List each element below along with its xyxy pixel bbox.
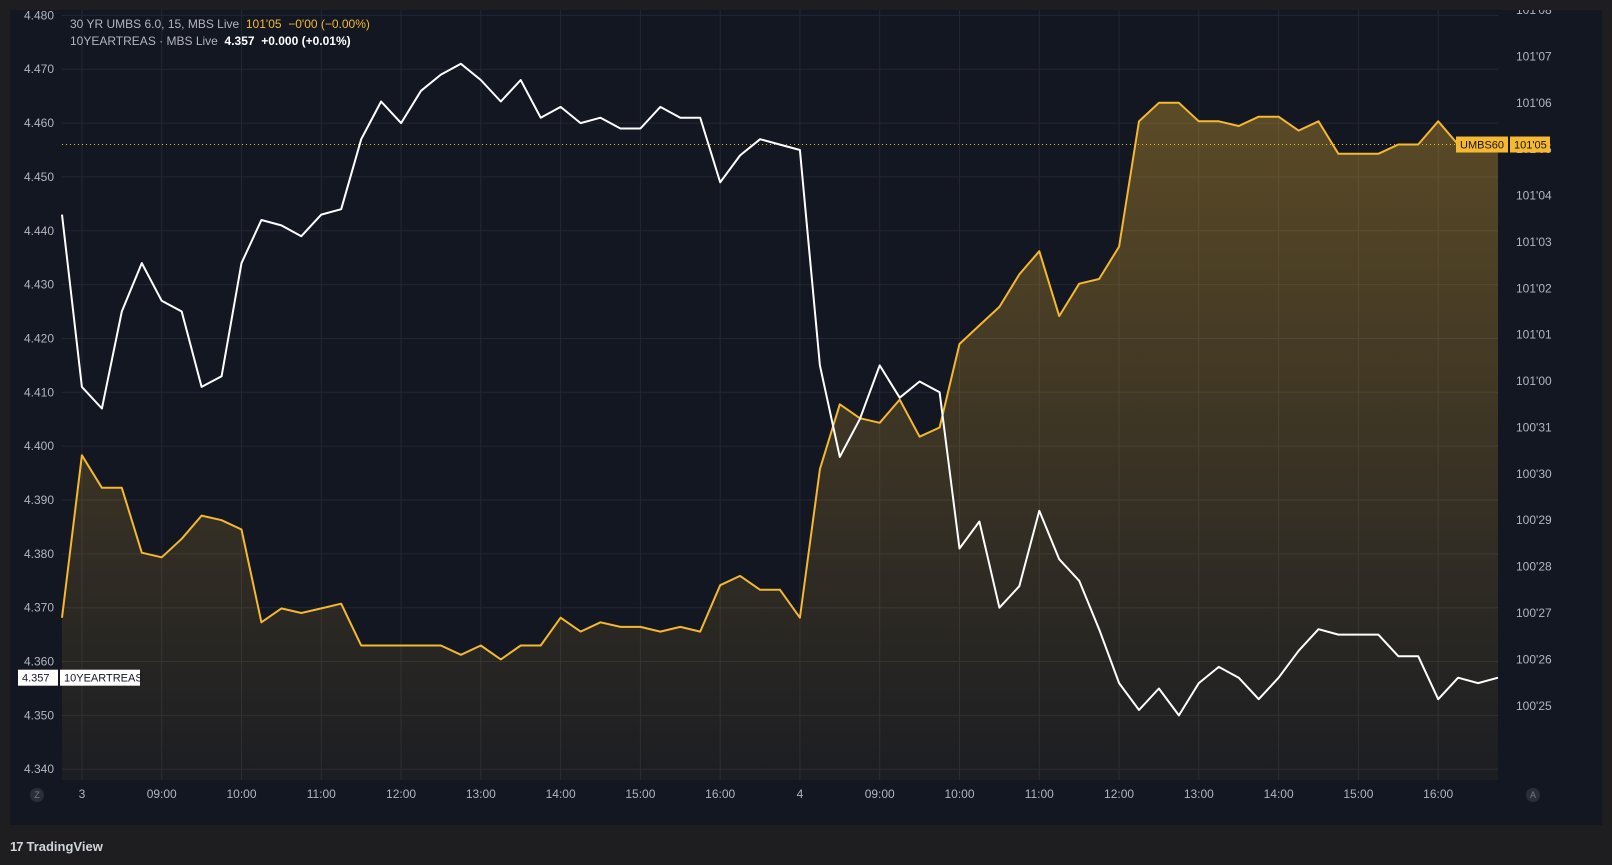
left-tick-label: 4.460 (24, 116, 54, 130)
umbs-price-label: 101'05 (1514, 140, 1547, 152)
right-tick-label: 101'03 (1516, 235, 1552, 249)
legend-umbs-change: −0'00 (−0.00%) (288, 17, 370, 31)
right-tick-label: 101'01 (1516, 328, 1552, 342)
x-tick-label: 14:00 (1264, 787, 1294, 801)
price-labels: UMBS60 101'05 4.357 10YEARTREAS (18, 136, 1550, 686)
legend-row-treasury[interactable]: 10YEARTREAS · MBS Live 4.357 +0.000 (+0.… (70, 33, 370, 50)
legend: 30 YR UMBS 6.0, 15, MBS Live 101'05 −0'0… (70, 16, 370, 50)
right-tick-label: 101'08 (1516, 10, 1552, 17)
right-tick-label: 101'06 (1516, 96, 1552, 110)
treasury-series-label: 10YEARTREAS (64, 673, 143, 685)
x-tick-label: 15:00 (625, 787, 655, 801)
umbs-area (62, 102, 1498, 781)
x-tick-label: 15:00 (1343, 787, 1373, 801)
x-tick-label: 16:00 (1423, 787, 1453, 801)
left-axis[interactable]: 4.480 4.470 4.460 4.450 4.440 4.430 4.420 4.410… (24, 10, 54, 776)
x-tick-label: 13:00 (1184, 787, 1214, 801)
left-tick-label: 4.360 (24, 655, 54, 669)
left-tick-label: 4.410 (24, 385, 54, 399)
x-tick-label: 11:00 (307, 787, 336, 801)
timezone-button[interactable]: Z (30, 788, 44, 802)
treasury-line[interactable] (61, 62, 1499, 717)
left-tick-label: 4.470 (24, 62, 54, 76)
right-tick-label: 100'28 (1516, 560, 1552, 574)
area-fills (62, 102, 1498, 781)
right-tick-label: 101'07 (1516, 49, 1552, 63)
treasury-price-box (18, 669, 58, 686)
left-tick-label: 4.430 (24, 278, 54, 292)
x-tick-label: 09:00 (865, 787, 895, 801)
right-tick-label: 101'04 (1516, 189, 1552, 203)
brand-name: TradingView (26, 839, 103, 854)
right-tick-label: 100'27 (1516, 606, 1552, 620)
left-tick-label: 4.340 (24, 762, 54, 776)
x-tick-label: 4 (797, 787, 804, 801)
chart-area[interactable]: 4.480 4.470 4.460 4.450 4.440 4.430 4.420 4.410… (10, 10, 1602, 825)
legend-treasury-symbol: 10YEARTREAS · MBS Live (70, 34, 218, 48)
x-tick-label: 10:00 (226, 787, 256, 801)
umbs-series-label: UMBS60 (1460, 140, 1504, 152)
right-tick-label: 100'31 (1516, 420, 1552, 434)
right-tick-label: 100'29 (1516, 513, 1552, 527)
footer: 17 TradingView (0, 825, 1612, 865)
series-lines (61, 62, 1499, 717)
x-tick-label: 12:00 (386, 787, 416, 801)
right-axis[interactable]: 101'08 101'07 101'06 101'05 101'04 101'03 101'… (1516, 10, 1552, 713)
umbs-label-box (1456, 136, 1508, 153)
x-tick-label: 16:00 (705, 787, 735, 801)
tradingview-logo[interactable]: 17 TradingView (10, 839, 103, 854)
left-tick-label: 4.450 (24, 170, 54, 184)
left-tick-label: 4.390 (24, 493, 54, 507)
left-tick-label: 4.480 (24, 10, 54, 22)
treasury-price-label: 4.357 (22, 673, 50, 685)
umbs-line[interactable] (61, 101, 1498, 661)
left-tick-label: 4.370 (24, 601, 54, 615)
tradingview-logo-icon: 17 (10, 839, 24, 854)
right-tick-label: 100'25 (1516, 699, 1552, 713)
treasury-label-box (60, 669, 140, 686)
legend-row-umbs[interactable]: 30 YR UMBS 6.0, 15, MBS Live 101'05 −0'0… (70, 16, 370, 33)
right-tick-label: 101'00 (1516, 374, 1552, 388)
left-tick-label: 4.400 (24, 439, 54, 453)
x-tick-label: 13:00 (466, 787, 496, 801)
chart-svg[interactable]: 4.480 4.470 4.460 4.450 4.440 4.430 4.420 4.410… (10, 10, 1602, 825)
x-tick-label: 14:00 (546, 787, 576, 801)
right-tick-label: 101'02 (1516, 281, 1552, 295)
legend-umbs-symbol: 30 YR UMBS 6.0, 15, MBS Live (70, 17, 240, 31)
x-tick-label: 11:00 (1025, 787, 1054, 801)
legend-umbs-value: 101'05 (245, 17, 282, 31)
right-tick-label: 100'30 (1516, 467, 1552, 481)
right-tick-label: 100'26 (1516, 652, 1552, 666)
left-tick-label: 4.350 (24, 708, 54, 722)
left-tick-label: 4.440 (24, 224, 54, 238)
x-tick-label: 09:00 (147, 787, 177, 801)
umbs-price-box (1510, 136, 1550, 153)
legend-treasury-change: +0.000 (+0.01%) (261, 34, 351, 48)
legend-treasury-value: 4.357 (224, 34, 255, 48)
x-tick-label: 12:00 (1104, 787, 1134, 801)
x-tick-label: 3 (79, 787, 86, 801)
auto-scale-button[interactable]: A (1526, 788, 1540, 802)
time-axis[interactable]: 3 09:00 10:00 11:00 12:00 13:00 14:00 15:00 16:0… (79, 787, 1454, 801)
left-tick-label: 4.380 (24, 547, 54, 561)
x-tick-label: 10:00 (944, 787, 974, 801)
left-tick-label: 4.420 (24, 331, 54, 345)
